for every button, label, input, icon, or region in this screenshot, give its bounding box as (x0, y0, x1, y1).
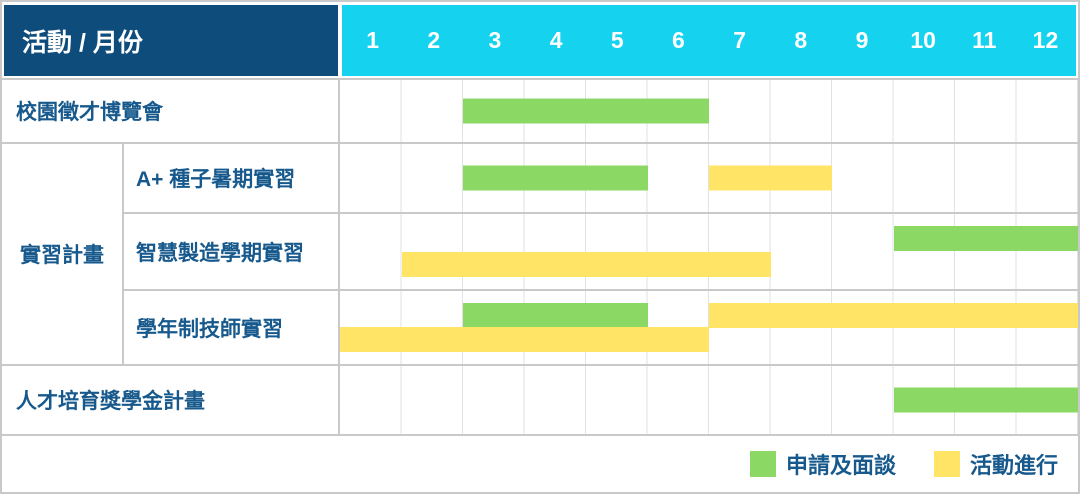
gantt-bar-yellow (340, 327, 709, 352)
gantt-bar-green (463, 303, 648, 328)
month-header-cell: 4 (549, 27, 563, 53)
corner-header-cell: 活動 / 月份 (4, 5, 338, 76)
chart-row-aplus-summer-internship (340, 144, 1078, 214)
row-label-campus-fair: 校園徵才博覽會 (2, 80, 340, 144)
month-header-cell: 3 (488, 27, 502, 53)
month-header-cell: 8 (794, 27, 808, 53)
chart-row-talent-scholarship-program (340, 366, 1078, 436)
gantt-bar-yellow (709, 165, 832, 191)
gantt-bar-green (463, 98, 709, 124)
row-label-smart-manufacturing-internship: 智慧製造學期實習 (124, 214, 340, 291)
chart-row-campus-fair (340, 80, 1078, 144)
legend-item-application-interview: 申請及面談 (749, 448, 896, 480)
month-header-cell: 7 (733, 27, 747, 53)
row-label-text: 人才培育獎學金計畫 (16, 390, 205, 413)
month-header-row: 1 2 3 4 5 6 7 8 9 10 11 12 (342, 5, 1076, 76)
legend-label: 申請及面談 (785, 453, 896, 478)
header-months-wrap: 1 2 3 4 5 6 7 8 9 10 11 12 (340, 2, 1078, 80)
gantt-bar-green (893, 226, 1078, 251)
row-label-text: 學年制技師實習 (136, 317, 283, 341)
gantt-bar-yellow (401, 252, 771, 277)
month-header-cell: 5 (610, 27, 624, 53)
header-left-wrap: 活動 / 月份 (2, 2, 340, 80)
month-header-cell: 12 (1032, 27, 1059, 53)
legend: 申請及面談 活動進行 (2, 436, 1078, 492)
gantt-bar-green (893, 387, 1078, 413)
row-label-aplus-summer-internship: A+ 種子暑期實習 (124, 144, 340, 214)
legend-swatch-green-icon (749, 451, 776, 477)
legend-swatch-yellow-icon (933, 451, 960, 477)
chart-row-smart-manufacturing-internship (340, 214, 1078, 291)
row-label-text: 智慧製造學期實習 (136, 241, 304, 265)
month-header-cell: 1 (366, 27, 379, 53)
chart-row-year-round-technician-internship (340, 291, 1078, 366)
corner-header-label: 活動 / 月份 (22, 28, 143, 57)
row-label-text: 校園徵才博覽會 (16, 101, 163, 124)
legend-label: 活動進行 (969, 453, 1058, 478)
row-label-talent-scholarship-program: 人才培育獎學金計畫 (2, 366, 340, 436)
legend-item-activity-in-progress: 活動進行 (933, 448, 1058, 480)
gantt-bar-yellow (709, 303, 1078, 328)
row-label-text: A+ 種子暑期實習 (136, 168, 296, 191)
month-header-cell: 2 (427, 27, 441, 53)
group-label-text: 實習計畫 (20, 244, 104, 267)
month-header-cell: 10 (910, 27, 936, 53)
row-label-year-round-technician-internship: 學年制技師實習 (124, 291, 340, 366)
group-label-internship-program: 實習計畫 (2, 144, 124, 366)
month-header-cell: 9 (855, 27, 869, 53)
gantt-bar-green (463, 165, 648, 191)
month-header-cell: 6 (672, 27, 685, 53)
month-header-cell: 11 (972, 27, 997, 53)
